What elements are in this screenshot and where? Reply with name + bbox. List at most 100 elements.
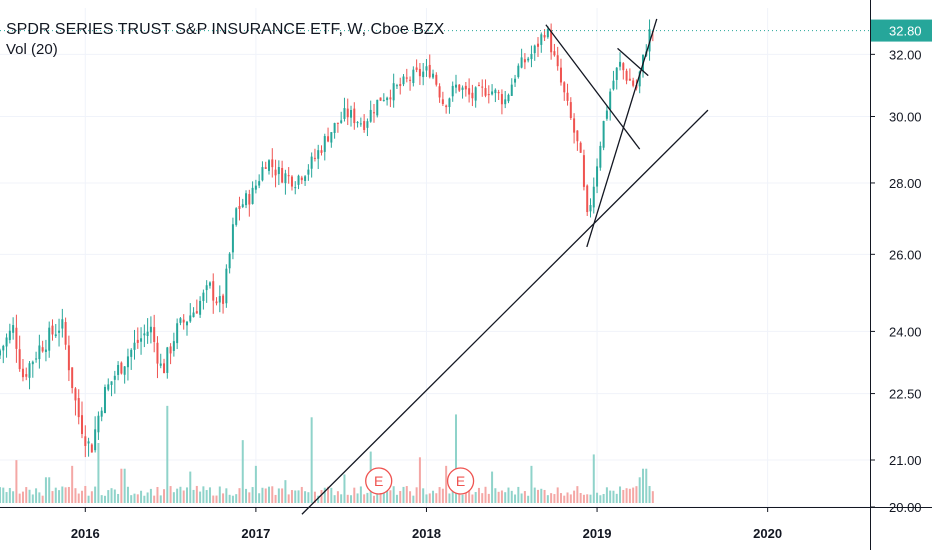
symbol-title[interactable]: SPDR SERIES TRUST S&P INSURANCE ETF, W, … [6, 21, 445, 38]
candle [231, 217, 234, 260]
volume-bar [156, 486, 159, 503]
candle [146, 318, 149, 344]
candle [153, 314, 156, 353]
candle-body [582, 155, 585, 187]
candle [268, 159, 271, 175]
candle [520, 48, 523, 69]
candle [258, 174, 261, 189]
candle-body [0, 350, 1, 356]
last-price-badge: 32.80 [871, 19, 932, 42]
candle [241, 198, 244, 209]
candle-body [612, 80, 615, 90]
volume-bar [448, 493, 451, 503]
candle-body [264, 167, 267, 169]
time-axis[interactable]: 2016 2017 2018 2019 2020 [0, 507, 932, 541]
candle [199, 296, 202, 318]
candle-body [500, 94, 503, 105]
volume-bar [346, 494, 349, 503]
candle-body [71, 367, 74, 389]
candle [0, 348, 1, 359]
candle-body [103, 386, 106, 414]
trendline-channel-upper[interactable] [545, 24, 641, 150]
trendline-long-term-support[interactable] [301, 109, 709, 515]
candle-body [422, 71, 425, 78]
candle [382, 93, 385, 102]
candle-body [100, 410, 103, 417]
candle-body [546, 29, 549, 38]
candle [212, 273, 215, 314]
trendlines[interactable] [301, 18, 709, 515]
candle [628, 68, 631, 81]
candle [107, 378, 110, 392]
candle-body [363, 121, 366, 130]
candle [477, 82, 480, 87]
candle [510, 78, 513, 96]
candle [48, 321, 51, 358]
candle-body [487, 94, 490, 96]
candle [438, 83, 441, 103]
candle-body [346, 108, 349, 118]
candle-body [454, 84, 457, 88]
candle-body [97, 415, 100, 433]
volume-bar [517, 486, 520, 503]
candle [12, 317, 15, 340]
candle-body [31, 361, 34, 365]
candle-body [84, 436, 87, 446]
earnings-marker[interactable]: E [446, 467, 475, 495]
candle [402, 74, 405, 87]
candle-body [94, 429, 97, 451]
candle-body [297, 175, 300, 185]
volume-bar [494, 488, 497, 503]
candle [412, 66, 415, 87]
volume-indicator-label[interactable]: Vol (20) [6, 41, 58, 58]
candle [350, 105, 353, 127]
candle [632, 77, 635, 88]
volume-bar [445, 465, 448, 503]
volume-bar [615, 493, 618, 503]
candle-body [245, 193, 248, 206]
candle-body [290, 176, 293, 187]
candle-body [15, 327, 18, 349]
candle-body [395, 85, 398, 87]
candle-body [41, 347, 44, 352]
volume-bar [235, 494, 238, 503]
candle-body [350, 110, 353, 118]
volume-bar [21, 491, 24, 503]
candle-body [35, 358, 38, 360]
candle [143, 324, 146, 348]
volume-bar [405, 486, 408, 503]
volume-bar [97, 443, 100, 503]
candle [559, 58, 562, 86]
volume-bar [126, 486, 129, 503]
volume-bar [281, 488, 284, 503]
trendline-flag-upper[interactable] [617, 47, 649, 77]
volume-bar [159, 495, 162, 503]
price-tick-label: 21.00 [889, 453, 922, 468]
candle-body [21, 368, 24, 378]
earnings-marker[interactable]: E [365, 467, 393, 495]
volume-bar [113, 489, 116, 503]
candle [67, 335, 70, 382]
candle [517, 63, 520, 79]
candle [556, 46, 559, 71]
candle-body [159, 363, 162, 366]
candle [18, 335, 21, 372]
volume-bar [504, 492, 507, 503]
trendline-recovery-line[interactable] [586, 18, 658, 248]
candle-body [530, 53, 533, 60]
volume-bar [550, 493, 553, 503]
candle-body [169, 346, 172, 354]
candle-body [458, 84, 461, 91]
volume-bar [350, 495, 353, 503]
volume-bar [402, 486, 405, 503]
candle-body [477, 85, 480, 87]
candle [172, 332, 175, 357]
volume-bar [537, 489, 540, 503]
candle-body [48, 327, 51, 351]
volume-bar [143, 495, 146, 503]
candle-body [228, 253, 231, 269]
